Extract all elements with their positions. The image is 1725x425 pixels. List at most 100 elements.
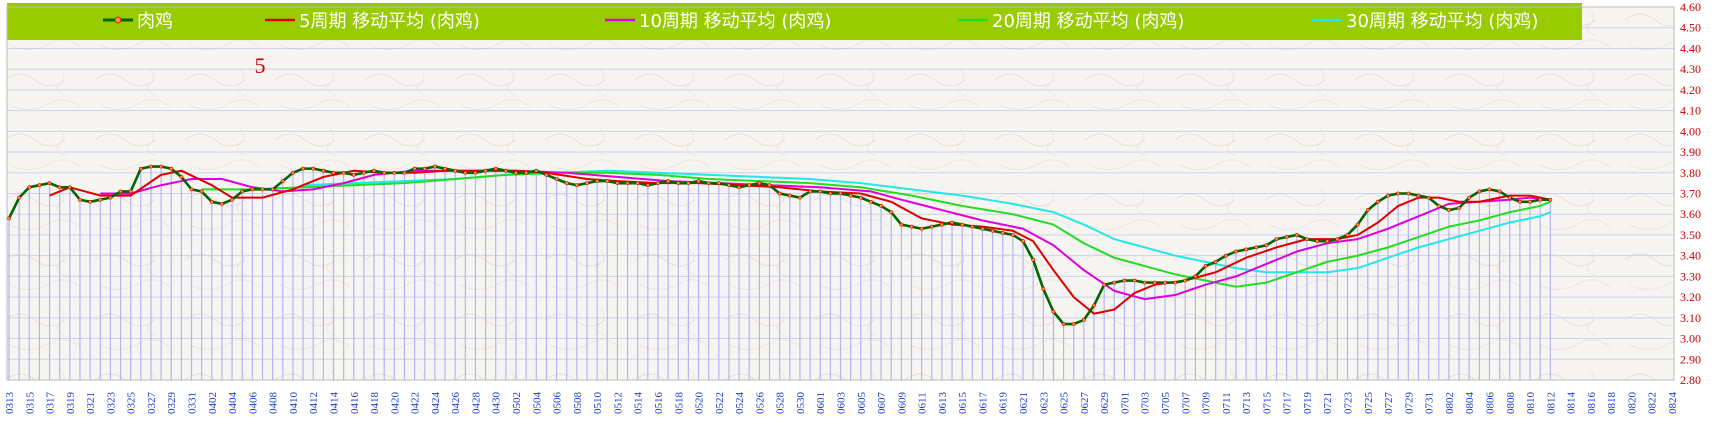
series-line-ma20 <box>201 171 1551 288</box>
data-point <box>372 168 376 173</box>
y-tick-label: 3.60 <box>1680 207 1701 221</box>
y-tick-label: 3.70 <box>1680 187 1701 201</box>
x-tick-label: 0611 <box>917 392 929 414</box>
data-point <box>1244 247 1249 252</box>
legend-label-ma20: 20周期 移动平均 (肉鸡) <box>992 11 1184 32</box>
data-point <box>1528 199 1532 204</box>
data-point <box>311 166 316 171</box>
legend-label-ma30: 30周期 移动平均 (肉鸡) <box>1346 11 1538 32</box>
x-tick-label: 0623 <box>1038 392 1050 415</box>
data-point <box>270 187 275 192</box>
data-point <box>220 201 224 206</box>
x-tick-label: 0530 <box>795 392 807 415</box>
data-point <box>564 181 569 186</box>
x-tick-label: 0510 <box>592 392 604 415</box>
data-point <box>1548 197 1553 202</box>
data-point <box>970 224 975 229</box>
y-tick-label: 4.10 <box>1680 104 1701 118</box>
x-tick-label: 0406 <box>247 392 259 415</box>
x-tick-label: 0410 <box>288 392 300 415</box>
data-point <box>514 170 518 175</box>
x-tick-label: 0727 <box>1383 392 1395 415</box>
x-tick-label: 0709 <box>1201 392 1213 415</box>
data-point <box>1183 278 1188 283</box>
data-point <box>362 170 366 175</box>
data-point <box>260 187 265 192</box>
y-tick-label: 3.20 <box>1680 290 1701 304</box>
x-tick-label: 0806 <box>1484 392 1496 415</box>
data-point <box>869 199 873 204</box>
x-tick-label: 0705 <box>1160 392 1172 415</box>
data-point <box>402 170 407 175</box>
x-tick-label: 0627 <box>1079 392 1091 415</box>
series-line-ma10 <box>100 169 1551 301</box>
data-point <box>585 181 589 186</box>
data-point <box>443 166 447 171</box>
data-point <box>1203 264 1208 268</box>
x-tick-label: 0822 <box>1647 392 1659 414</box>
data-point <box>341 170 346 175</box>
x-tick-label: 0418 <box>369 392 381 415</box>
data-point <box>503 168 508 173</box>
data-point <box>1223 253 1228 258</box>
x-tick-label: 0325 <box>126 392 138 415</box>
data-point <box>686 181 691 186</box>
x-tick-label: 0315 <box>24 392 36 415</box>
x-tick-label: 0723 <box>1343 392 1355 415</box>
x-tick-label: 0603 <box>836 392 848 415</box>
data-point <box>1274 237 1279 241</box>
x-tick-label: 0430 <box>491 392 503 414</box>
data-point <box>808 189 812 194</box>
data-point <box>240 189 245 194</box>
x-tick-label: 0601 <box>815 392 827 414</box>
data-point <box>798 195 802 200</box>
y-tick-label: 4.20 <box>1680 83 1701 97</box>
data-point <box>382 170 387 175</box>
data-point <box>1071 322 1076 326</box>
data-point <box>635 181 640 186</box>
data-point <box>47 181 52 186</box>
data-point <box>1426 195 1431 200</box>
data-point <box>453 168 458 173</box>
y-tick-label: 4.30 <box>1680 62 1701 76</box>
data-point <box>706 181 711 186</box>
data-point <box>108 195 113 200</box>
x-tick-label: 0313 <box>4 392 16 415</box>
data-point <box>1081 318 1086 322</box>
data-point <box>889 210 894 215</box>
x-tick-label: 0516 <box>653 392 665 415</box>
x-tick-label: 0707 <box>1180 392 1192 415</box>
data-point <box>818 189 823 194</box>
x-tick-label: 0701 <box>1119 392 1131 414</box>
x-tick-label: 0613 <box>937 392 949 415</box>
data-point <box>17 195 22 200</box>
x-tick-label: 0420 <box>389 392 401 415</box>
data-point <box>1102 282 1107 287</box>
data-point <box>1213 259 1218 264</box>
x-tick-label: 0404 <box>227 392 239 415</box>
data-point <box>1467 195 1472 200</box>
data-point <box>656 181 660 186</box>
x-tick-label: 0422 <box>410 392 422 414</box>
data-point <box>27 185 32 190</box>
data-point <box>169 166 174 171</box>
x-tick-label: 0615 <box>957 392 969 415</box>
data-point <box>493 166 498 171</box>
data-point <box>1457 206 1461 210</box>
x-tick-label: 0522 <box>714 392 726 414</box>
y-tick-label: 3.90 <box>1680 145 1701 159</box>
x-tick-label: 0331 <box>187 392 199 414</box>
series-line-ma5 <box>49 169 1551 315</box>
x-tick-label: 0810 <box>1525 392 1537 415</box>
data-point <box>1436 204 1441 208</box>
data-point <box>1294 233 1299 237</box>
data-point <box>1325 239 1330 244</box>
data-point <box>483 168 488 173</box>
x-tick-label: 0717 <box>1282 392 1294 415</box>
data-point <box>727 183 731 188</box>
x-tick-label: 0814 <box>1566 392 1578 415</box>
x-tick-label: 0408 <box>268 392 280 415</box>
data-point <box>1163 280 1167 285</box>
data-point <box>432 164 437 169</box>
data-point <box>1365 208 1370 212</box>
